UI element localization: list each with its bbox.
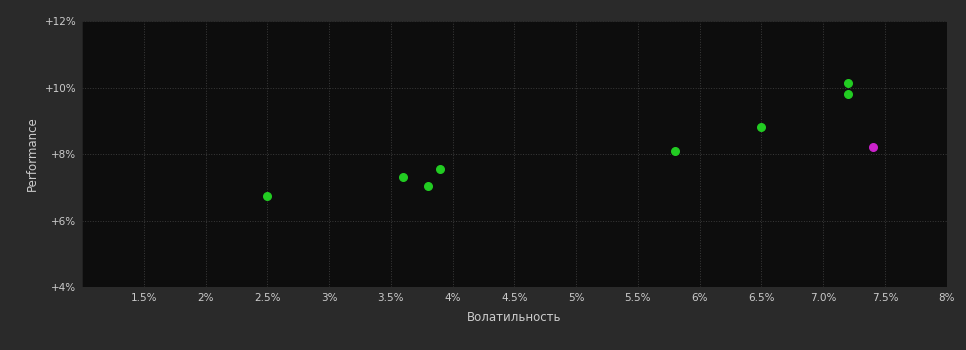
Point: [668, 148, 683, 153]
Point: [395, 175, 411, 180]
Point: [865, 145, 880, 150]
Point: [840, 91, 856, 97]
Y-axis label: Performance: Performance: [26, 117, 40, 191]
Point: [433, 166, 448, 172]
Point: [840, 80, 856, 85]
X-axis label: Волатильность: Волатильность: [468, 311, 561, 324]
Point: [753, 125, 769, 130]
Point: [420, 183, 436, 188]
Point: [260, 193, 275, 198]
